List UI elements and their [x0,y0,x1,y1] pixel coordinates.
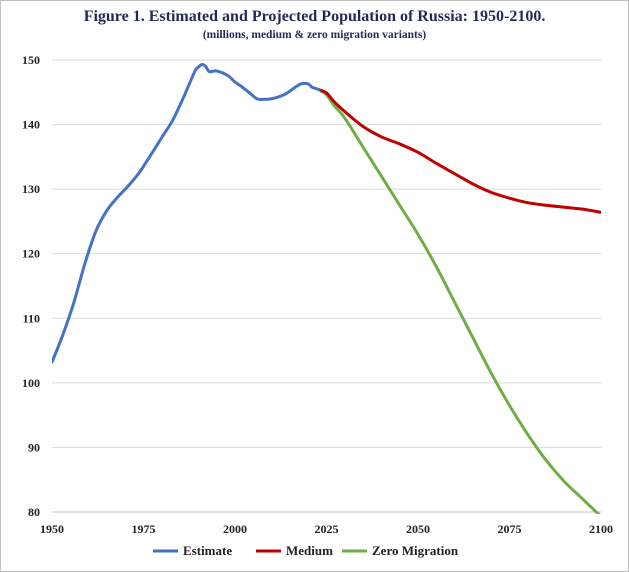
y-tick-label-150: 150 [22,53,40,67]
x-tick-label-1975: 1975 [132,522,156,536]
y-tick-label-130: 130 [22,182,40,196]
x-tick-label-2075: 2075 [498,522,522,536]
y-tick-label-90: 90 [28,440,40,454]
series-line-zero-migration [317,88,601,514]
y-tick-label-80: 80 [28,505,40,519]
x-tick-label-2000: 2000 [223,522,247,536]
legend-label-estimate: Estimate [183,543,232,558]
y-tick-label-110: 110 [23,311,40,325]
y-tick-label-120: 120 [22,247,40,261]
legend-label-zero-migration: Zero Migration [372,543,459,558]
x-tick-label-2050: 2050 [406,522,430,536]
chart-subtitle: (millions, medium & zero migration varia… [202,29,427,41]
x-tick-label-1950: 1950 [40,522,64,536]
series-line-medium [317,88,601,214]
y-tick-label-140: 140 [22,118,40,132]
legend-label-medium: Medium [286,543,333,558]
y-tick-label-100: 100 [22,376,40,390]
series-line-estimate [52,63,321,364]
x-tick-label-2100: 2100 [589,522,613,536]
chart-title: Figure 1. Estimated and Projected Popula… [83,8,546,25]
x-tick-label-2025: 2025 [315,522,339,536]
